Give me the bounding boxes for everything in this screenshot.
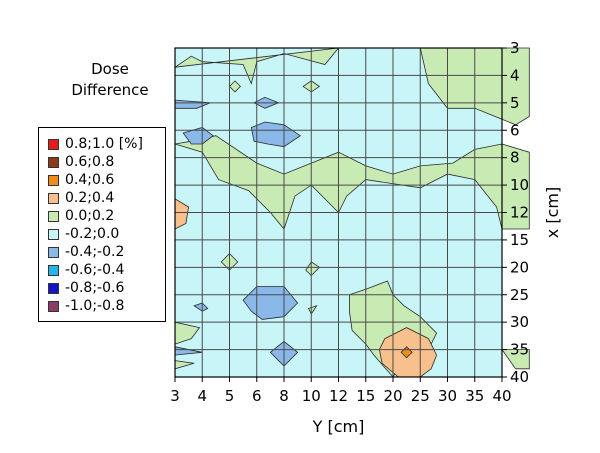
x-tick-label: 3 <box>170 387 180 405</box>
legend-label: 0.8;1.0 [%] <box>65 136 143 152</box>
legend-swatch <box>48 300 59 312</box>
y-tick-label: 15 <box>510 231 529 249</box>
legend-swatch <box>48 210 59 222</box>
legend-item: 0.4;0.6 <box>48 172 114 188</box>
legend-label: 0.2;0.4 <box>65 190 115 206</box>
legend-item: 0.8;1.0 [%] <box>48 136 143 152</box>
legend-swatch <box>48 282 59 294</box>
legend-swatch <box>48 264 59 276</box>
y-tick-label: 6 <box>510 121 520 139</box>
legend-label: -1.0;-0.8 <box>65 298 125 314</box>
x-tick-label: 35 <box>465 387 484 405</box>
x-axis-label: Y [cm] <box>312 417 365 436</box>
y-tick-label: 5 <box>510 94 520 112</box>
chart-title-line-2: Difference <box>71 81 149 99</box>
x-tick-label: 30 <box>438 387 457 405</box>
x-tick-label: 25 <box>411 387 430 405</box>
x-tick-label: 20 <box>383 387 402 405</box>
legend-swatch <box>48 228 59 240</box>
legend-item: -1.0;-0.8 <box>48 298 124 314</box>
x-tick-label: 40 <box>492 387 511 405</box>
legend-label: -0.4;-0.2 <box>65 244 125 260</box>
legend-swatch <box>48 156 59 168</box>
x-tick-label: 8 <box>279 387 289 405</box>
contour-region-0 <box>174 47 340 85</box>
x-tick-label: 5 <box>225 387 235 405</box>
y-tick-label: 25 <box>510 286 529 304</box>
x-tick-label: 15 <box>356 387 375 405</box>
x-tick-label: 4 <box>197 387 207 405</box>
y-tick-label: 10 <box>510 176 529 194</box>
legend-item: 0.2;0.4 <box>48 190 114 206</box>
legend-swatch <box>48 192 59 204</box>
contour-region-21 <box>193 302 209 312</box>
y-tick-label: 40 <box>510 368 529 386</box>
legend-swatch <box>48 246 59 258</box>
legend-label: -0.8;-0.6 <box>65 280 125 296</box>
y-tick-label: 35 <box>510 341 529 359</box>
legend-item: -0.2;0.0 <box>48 226 119 242</box>
contour-region-6 <box>501 349 530 370</box>
chart-title-line-1: Dose <box>91 60 129 78</box>
legend-label: 0.6;0.8 <box>65 154 115 170</box>
contour-region-15 <box>182 127 214 145</box>
legend-swatch <box>48 174 59 186</box>
x-tick-label: 12 <box>329 387 348 405</box>
legend-item: 0.0;0.2 <box>48 208 114 224</box>
x-tick-label: 10 <box>302 387 321 405</box>
legend-item: 0.6;0.8 <box>48 154 114 170</box>
legend-label: -0.2;0.0 <box>65 226 120 242</box>
y-tick-label: 30 <box>510 313 529 331</box>
contour-region-9 <box>307 304 318 315</box>
legend-item: -0.8;-0.6 <box>48 280 124 296</box>
y-tick-label: 12 <box>510 204 529 222</box>
contour-region-11 <box>228 80 241 93</box>
y-tick-label: 8 <box>510 149 520 167</box>
y-axis-label: x [cm] <box>543 187 562 238</box>
y-tick-label: 20 <box>510 258 529 276</box>
y-tick-label: 3 <box>510 39 520 57</box>
legend-item: -0.6;-0.4 <box>48 262 124 278</box>
legend-swatch <box>48 138 59 150</box>
legend-label: 0.0;0.2 <box>65 208 115 224</box>
x-tick-label: 6 <box>252 387 262 405</box>
legend-item: -0.4;-0.2 <box>48 244 124 260</box>
legend: 0.8;1.0 [%] 0.6;0.8 0.4;0.6 0.2;0.4 0.0;0.2 -… <box>38 127 166 322</box>
y-tick-label: 4 <box>510 66 520 84</box>
legend-label: -0.6;-0.4 <box>65 262 125 278</box>
legend-label: 0.4;0.6 <box>65 172 115 188</box>
